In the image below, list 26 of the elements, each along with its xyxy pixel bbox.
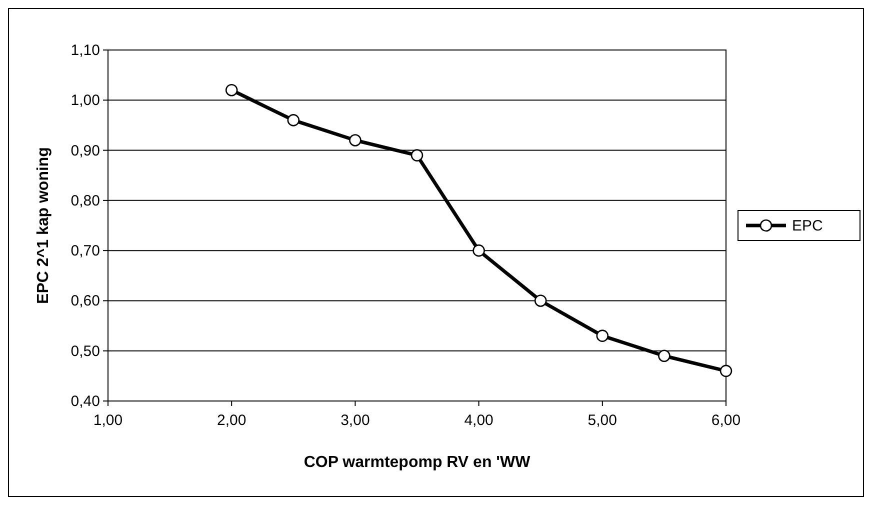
x-tick-label: 4,00 (464, 412, 494, 429)
x-tick-label: 6,00 (711, 412, 741, 429)
y-tick-label: 0,80 (70, 192, 100, 210)
point (472, 244, 485, 257)
point (287, 114, 300, 126)
legend-label: EPC (792, 218, 824, 234)
y-tick-label: 0,40 (70, 393, 100, 410)
y-axis-title: EPC 2^1 kap woning (35, 147, 52, 304)
x-tick-label: 3,00 (340, 412, 370, 429)
y-tick-label: 0,90 (70, 142, 100, 160)
y-tick-label: 0,70 (70, 242, 100, 260)
x-axis-title: COP warmtepomp RV en 'WW (304, 454, 532, 471)
point (658, 350, 670, 362)
y-tick-label: 0,50 (70, 342, 100, 360)
point (349, 134, 362, 146)
point (596, 330, 609, 342)
x-tick-label: 2,00 (217, 412, 246, 429)
point (410, 149, 424, 162)
x-tick-label: 5,00 (588, 412, 617, 429)
x-tick-label: 1,00 (93, 412, 123, 429)
point (720, 364, 732, 378)
point (225, 84, 238, 96)
y-tick-label: 1,00 (70, 92, 100, 110)
y-tick-label: 0,60 (70, 292, 100, 310)
y-tick-label: 1,10 (70, 42, 100, 59)
point (534, 294, 547, 307)
